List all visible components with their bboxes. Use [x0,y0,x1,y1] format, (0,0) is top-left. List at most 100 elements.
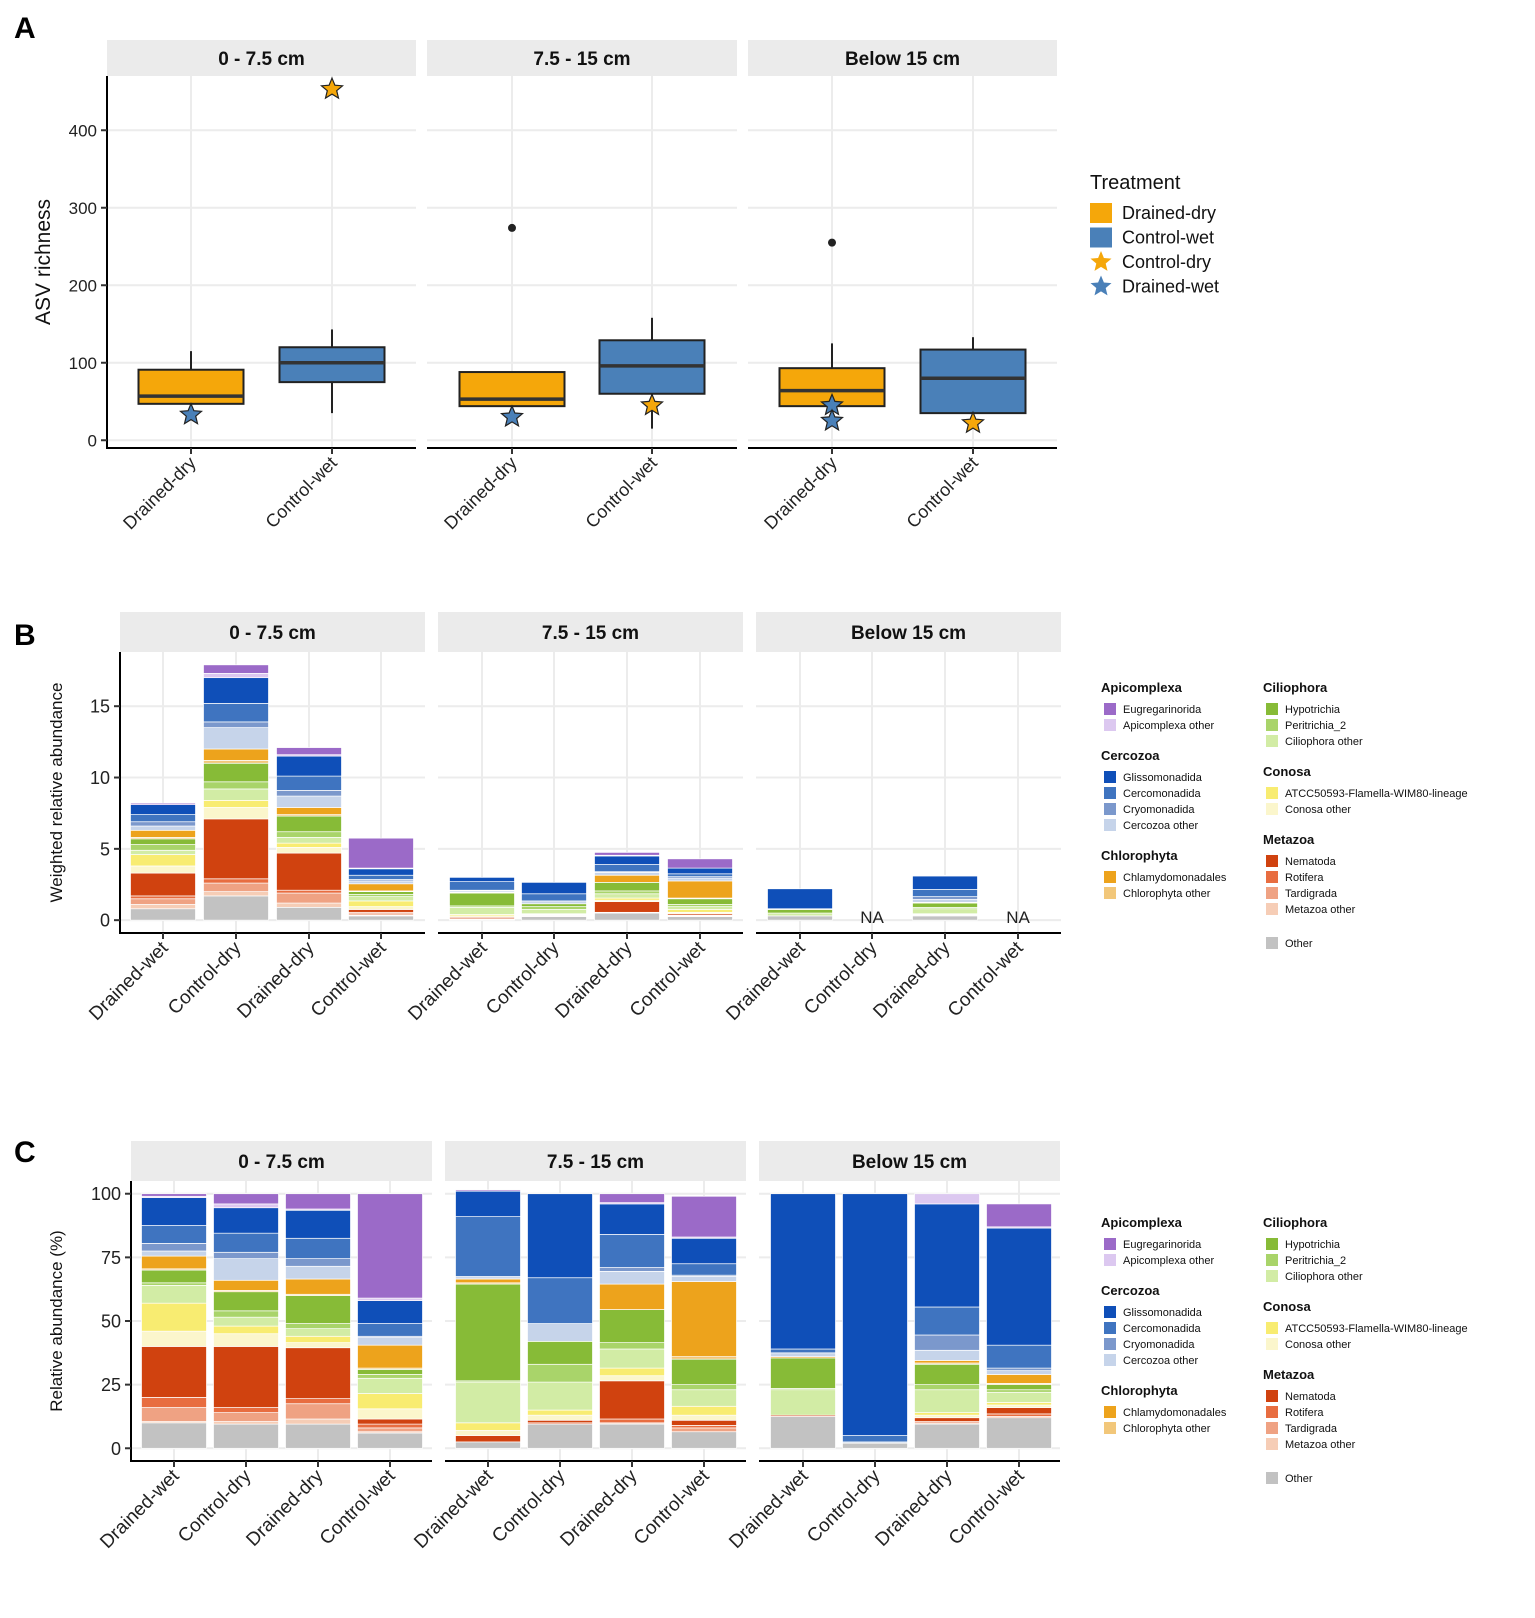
bar-segment-other [203,895,269,921]
legend-label: Hypotrichia [1285,704,1341,716]
legend-title: Treatment [1090,172,1181,194]
bar-segment-hypotrichia [767,909,833,914]
bar-segment-ciliophora-other [348,896,414,902]
y-axis-title: Weighted relative abundance [47,683,66,903]
bar-segment-chlorophyta-other [671,1356,737,1360]
bar-segment-cercomonadida [449,881,515,891]
x-tick-label: Drained-wet [85,937,173,1025]
legend-label: Tardigrada [1285,1423,1338,1435]
legend-group-chlorophyta: Chlorophyta [1101,1383,1178,1398]
bar-segment-atcc50593-flamella-wim80-lineage [914,1412,980,1416]
chart-layer: 0 - 7.5 cm 7.5 - 15 cm Below 15 cm01002003… [32,40,1468,1553]
bar-segment-hypotrichia [357,1369,423,1375]
legend-label: ATCC50593-Flamella-WIM80-lineage [1285,788,1468,800]
bar-segment-atcc50593-flamella-wim80-lineage [130,854,196,867]
bar-segment-atcc50593-flamella-wim80-lineage [599,1367,665,1377]
legend-group-apicomplexa: Apicomplexa [1101,1215,1183,1230]
bar-segment-conosa-other [213,1333,279,1347]
legend-label: Drained-wet [1122,277,1219,297]
bar-segment-rotifera [986,1413,1052,1417]
bar-segment-cercozoa-other [213,1258,279,1281]
bar-segment-atcc50593-flamella-wim80-lineage [986,1402,1052,1406]
legend-label: Chlorophyta other [1123,1423,1211,1435]
legend-swatch-apicomplexa-other [1104,719,1116,731]
x-tick-label: Drained-wet [722,937,810,1025]
bar-segment-apicomplexa-other [914,1193,980,1205]
bar-segment-cercomonadida [599,1234,665,1268]
bar-segment-ciliophora-other [667,906,733,910]
bar-segment-nematoda [213,1346,279,1408]
bar-segment-nematoda [285,1347,351,1399]
bar-segment-conosa-other [671,1414,737,1421]
box-drained-dry [458,371,566,408]
bar-segment-nematoda [203,818,269,880]
bar-segment-glissomonadida [842,1193,908,1436]
facet-strip [756,612,1061,652]
bar-segment-other [842,1442,908,1449]
bar-segment-peritrichia-2 [130,844,196,851]
bar-segment-tardigrada [276,892,342,904]
bar-segment-cercozoa-other [348,880,414,885]
bar-segment-glissomonadida [527,1193,593,1279]
panel-label-a: A [14,12,36,45]
x-tick-label: Drained-wet [96,1465,184,1553]
x-tick-label: Drained-dry [760,453,841,534]
bar-segment-other [141,1422,207,1449]
bar-segment-glissomonadida [521,882,587,895]
legend-label: Eugregarinorida [1123,704,1202,716]
legend-label: Nematoda [1285,856,1337,868]
bar-segment-chlamydomonadales [276,807,342,815]
legend-swatch-nematoda [1266,855,1278,867]
bar-segment-cryomonadida [986,1367,1052,1371]
bar-segment-rotifera [203,878,269,884]
legend-label: Cryomonadida [1123,804,1195,816]
legend-label: Chlorophyta other [1123,888,1211,900]
x-tick-label: Control-wet [903,453,982,532]
bar-segment-chlamydomonadales [213,1279,279,1291]
legend-swatch-atcc50593-flamella-wim80-lineage [1266,1322,1278,1334]
bar-segment-peritrichia-2 [671,1384,737,1391]
legend-group-chlorophyta: Chlorophyta [1101,848,1178,863]
bar-segment-peritrichia-2 [285,1323,351,1329]
facet-strip [107,40,416,76]
y-tick-label: 10 [90,768,110,788]
legend-group-conosa: Conosa [1263,764,1311,779]
bar-segment-chlamydomonadales [667,880,733,899]
bar-segment-glissomonadida [914,1203,980,1308]
y-tick-label: 0 [100,911,110,931]
x-tick-label: Control-wet [944,937,1028,1021]
legend-label: Metazoa other [1285,904,1356,916]
facet-label: Below 15 cm [851,623,966,644]
bar-segment-other [770,1416,836,1449]
bar-segment-eugregarinorida [213,1193,279,1205]
legend-swatch-eugregarinorida [1104,703,1116,715]
bar-segment-cercozoa-other [770,1352,836,1357]
bar-segment-peritrichia-2 [527,1363,593,1383]
legend-swatch-control-wet [1090,227,1112,248]
bar-segment-glissomonadida [285,1209,351,1239]
bar-segment-eugregarinorida [203,664,269,674]
bar-segment-cercomonadida [667,873,733,878]
bar-segment-rotifera [671,1425,737,1429]
legend-swatch-conosa-other [1266,803,1278,815]
facet-strip [438,612,743,652]
x-tick-label: Control-wet [630,1465,714,1549]
bar-segment-other [285,1423,351,1449]
bar-segment-cryomonadida [141,1243,207,1252]
box-control-wet [919,348,1027,415]
bar-segment-glissomonadida [671,1237,737,1265]
bar-segment-rotifera [357,1423,423,1429]
bar-segment-atcc50593-flamella-wim80-lineage [348,900,414,907]
legend-group-metazoa: Metazoa [1263,1367,1315,1382]
bar-segment-tardigrada [357,1427,423,1433]
bar-segment-cercomonadida [912,889,978,897]
legend-label: Glissomonadida [1123,1307,1203,1319]
bar-segment-ciliophora-other [357,1377,423,1394]
x-tick-label: Drained-dry [556,1465,641,1550]
legend-label: Conosa other [1285,1339,1351,1351]
bar-segment-hypotrichia [594,882,660,892]
bar-segment-cercozoa-other [276,795,342,808]
bar-segment-chlamydomonadales [671,1281,737,1357]
bar-segment-chlamydomonadales [986,1374,1052,1384]
bar-segment-cercozoa-other [599,1271,665,1285]
